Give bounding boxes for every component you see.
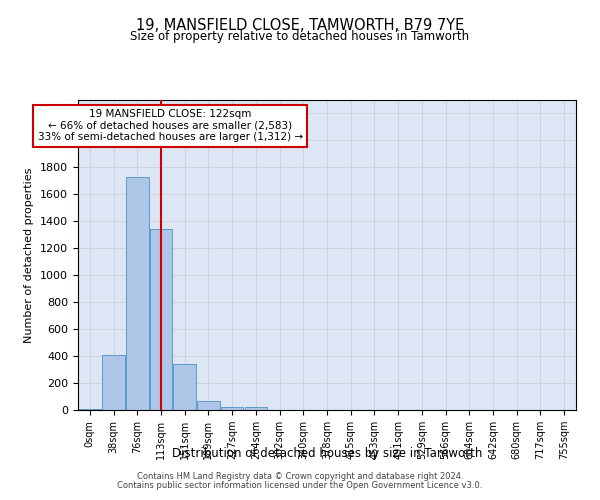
Bar [173, 364, 196, 410]
Text: Contains public sector information licensed under the Open Government Licence v3: Contains public sector information licen… [118, 481, 482, 490]
Text: 19, MANSFIELD CLOSE, TAMWORTH, B79 7YE: 19, MANSFIELD CLOSE, TAMWORTH, B79 7YE [136, 18, 464, 32]
Bar [245, 408, 267, 410]
Bar [103, 354, 125, 410]
Text: 19 MANSFIELD CLOSE: 122sqm
← 66% of detached houses are smaller (2,583)
33% of s: 19 MANSFIELD CLOSE: 122sqm ← 66% of deta… [38, 110, 302, 142]
Text: Size of property relative to detached houses in Tamworth: Size of property relative to detached ho… [130, 30, 470, 43]
Y-axis label: Number of detached properties: Number of detached properties [25, 168, 34, 342]
Bar [197, 400, 220, 410]
Bar [150, 230, 172, 410]
Bar [221, 406, 244, 410]
Bar [79, 408, 101, 410]
Bar [126, 177, 149, 410]
Text: Distribution of detached houses by size in Tamworth: Distribution of detached houses by size … [172, 448, 482, 460]
Text: Contains HM Land Registry data © Crown copyright and database right 2024.: Contains HM Land Registry data © Crown c… [137, 472, 463, 481]
